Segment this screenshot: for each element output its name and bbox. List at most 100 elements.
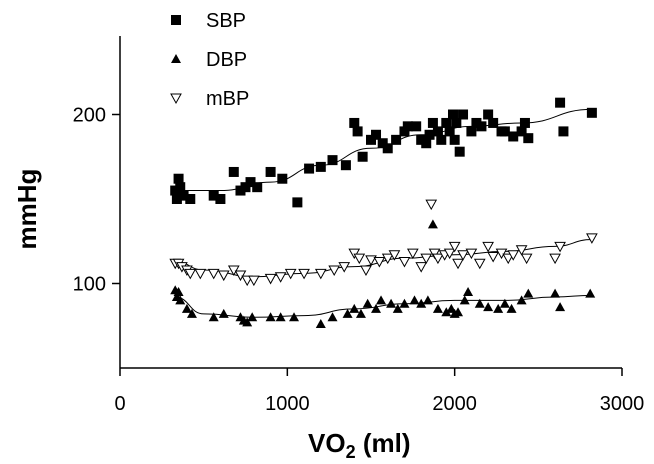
- mbp-point: [353, 253, 366, 265]
- sbp-point: [235, 185, 246, 196]
- sbp-point: [586, 107, 597, 118]
- mbp-point: [495, 248, 508, 260]
- mbp-point: [428, 248, 441, 260]
- mbp-point: [298, 268, 310, 280]
- mbp-point: [274, 272, 287, 283]
- dbp-point: [422, 295, 433, 305]
- mbp-point: [406, 248, 419, 260]
- dbp-point: [242, 317, 253, 327]
- dbp-point: [459, 295, 470, 305]
- dbp-point: [483, 302, 494, 312]
- dbp-legend-symbol: [171, 54, 181, 63]
- data-markers: [169, 97, 598, 329]
- mbp-point: [248, 275, 260, 287]
- sbp-point: [432, 126, 443, 137]
- dbp-point: [208, 312, 219, 322]
- x-tick-label: 0: [114, 393, 125, 415]
- sbp-point: [519, 117, 530, 128]
- dbp-point: [265, 312, 276, 322]
- sbp-point: [171, 194, 182, 204]
- x-tick-label: 1000: [265, 393, 310, 415]
- sbp-point: [245, 177, 256, 188]
- sbp-point: [399, 126, 410, 137]
- dbp-point: [342, 308, 353, 318]
- dbp-point: [493, 303, 504, 313]
- dbp-point: [474, 298, 485, 308]
- sbp-point: [516, 126, 527, 137]
- sbp-point: [185, 194, 196, 204]
- x-axis-title: VO2 (ml): [308, 428, 410, 462]
- mbp-point: [554, 241, 566, 253]
- dbp-point: [523, 288, 534, 298]
- sbp-point: [424, 129, 435, 140]
- mbp-point: [398, 257, 411, 268]
- sbp-point: [449, 134, 460, 145]
- sbp-point: [444, 126, 455, 137]
- sbp-point: [441, 117, 452, 128]
- mbp-point: [360, 265, 372, 277]
- sbp-point: [427, 117, 438, 128]
- mbp-point: [184, 268, 197, 280]
- dbp-trend-line: [175, 294, 592, 318]
- sbp-point: [352, 126, 363, 137]
- mbp-point: [502, 253, 515, 265]
- dbp-point: [218, 308, 229, 318]
- sbp-point: [471, 117, 482, 128]
- mbp-legend-label: mBP: [206, 88, 249, 110]
- mbp-point: [487, 251, 500, 263]
- dbp-point: [371, 303, 382, 313]
- sbp-point: [175, 182, 186, 193]
- sbp-point: [240, 182, 251, 193]
- sbp-point: [340, 160, 351, 171]
- mbp-point: [549, 253, 561, 265]
- mbp-point: [217, 270, 230, 282]
- sbp-point: [357, 151, 368, 162]
- sbp-point: [366, 134, 376, 145]
- mbp-point: [452, 258, 464, 270]
- sbp-point: [436, 134, 447, 145]
- dbp-point: [432, 303, 443, 313]
- sbp-point: [349, 117, 360, 128]
- mbp-point: [586, 233, 598, 244]
- sbp-point: [170, 185, 181, 196]
- mbp-point: [420, 253, 433, 265]
- sbp-point: [228, 166, 239, 177]
- sbp-point: [555, 97, 566, 108]
- sbp-legend-symbol: [171, 15, 181, 25]
- mbp-point: [234, 270, 247, 282]
- sbp-point: [451, 117, 462, 128]
- sbp-point: [447, 109, 458, 120]
- sbp-point: [454, 146, 465, 157]
- sbp-point: [508, 131, 519, 142]
- dbp-point: [376, 295, 387, 305]
- mbp-point: [448, 241, 461, 253]
- sbp-point: [277, 173, 288, 184]
- mbp-point: [314, 268, 327, 280]
- sbp-point: [382, 143, 393, 154]
- x-axis-title-unit: (ml): [356, 428, 411, 458]
- dbp-point: [327, 312, 338, 322]
- mbp-point: [373, 257, 386, 268]
- sbp-point: [173, 173, 184, 184]
- mbp-point: [520, 253, 533, 265]
- dbp-point: [409, 295, 420, 305]
- mbp-point: [328, 265, 341, 277]
- sbp-point: [411, 121, 422, 132]
- mbp-point: [207, 268, 220, 280]
- sbp-point: [499, 126, 510, 137]
- sbp-point: [252, 182, 263, 193]
- x-axis-title-subscript: 2: [346, 442, 356, 462]
- mbp-point: [482, 241, 494, 253]
- dbp-point: [289, 312, 300, 322]
- x-axis-title-main: VO: [308, 428, 346, 458]
- x-tick-label: 2000: [432, 393, 477, 415]
- dbp-point: [399, 298, 410, 308]
- dbp-point: [186, 308, 197, 318]
- dbp-point: [362, 298, 373, 308]
- mbp-point: [388, 250, 401, 261]
- dbp-point: [173, 286, 184, 296]
- dbp-point: [181, 303, 192, 313]
- dbp-point: [506, 303, 517, 313]
- mbp-point: [515, 245, 528, 256]
